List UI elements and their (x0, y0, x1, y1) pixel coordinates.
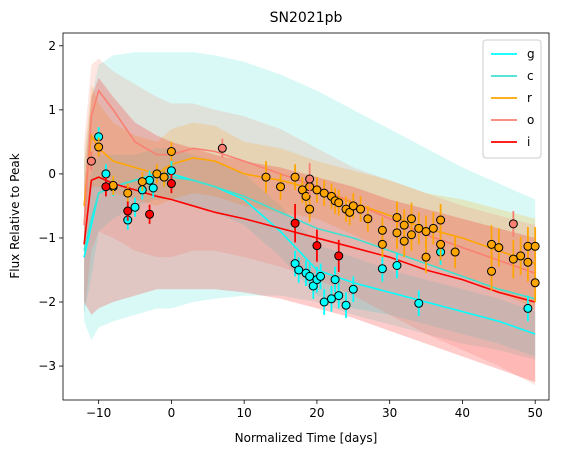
data-point (487, 239, 497, 249)
data-point (276, 182, 286, 192)
data-point (319, 297, 329, 307)
data-point (145, 175, 155, 185)
data-point (530, 241, 540, 251)
plot-layer (83, 52, 540, 386)
legend-label: i (527, 135, 530, 149)
data-point (123, 206, 133, 216)
data-point (301, 191, 311, 201)
x-tick-label: 0 (168, 406, 176, 420)
x-tick-label: 10 (237, 406, 252, 420)
x-tick-label: 40 (455, 406, 470, 420)
data-point (421, 227, 431, 237)
data-point (399, 220, 409, 230)
y-tick-label: −3 (38, 359, 56, 373)
legend-box (482, 39, 542, 159)
data-point (261, 172, 271, 182)
confidence-band (84, 77, 536, 383)
y-tick-label: −2 (38, 295, 56, 309)
x-tick-label: 30 (382, 406, 397, 420)
data-point (123, 188, 133, 198)
x-tick-label: −10 (86, 406, 111, 420)
data-point (334, 251, 344, 261)
data-point (166, 146, 176, 156)
data-point (421, 252, 431, 262)
data-point (392, 260, 402, 270)
y-axis-label: Flux Relative to Peak (8, 153, 22, 278)
data-point (316, 271, 326, 281)
data-point (148, 183, 158, 193)
data-point (217, 143, 227, 153)
data-point (348, 201, 358, 211)
data-point (414, 298, 424, 308)
data-point (436, 215, 446, 225)
data-point (508, 219, 518, 229)
data-point (137, 177, 147, 187)
data-point (406, 214, 416, 224)
data-point (341, 300, 351, 310)
data-point (523, 257, 533, 267)
data-point (166, 179, 176, 189)
data-point (363, 214, 373, 224)
data-point (436, 239, 446, 249)
y-tick-label: 1 (48, 103, 56, 117)
data-point (152, 169, 162, 179)
chart-title: SN2021pb (270, 10, 343, 26)
data-point (334, 291, 344, 301)
data-point (494, 243, 504, 253)
data-point (166, 166, 176, 176)
legend-label: g (527, 47, 535, 61)
data-point (305, 204, 315, 214)
data-point (508, 254, 518, 264)
data-point (414, 223, 424, 233)
data-point (428, 223, 438, 233)
data-point (101, 169, 111, 179)
x-axis-label: Normalized Time [days] (235, 431, 378, 445)
legend-label: r (527, 91, 532, 105)
data-point (392, 228, 402, 238)
legend-label: o (527, 113, 534, 127)
axes-frame (62, 32, 550, 401)
data-point (326, 294, 336, 304)
data-point (145, 209, 155, 219)
data-point (312, 241, 322, 251)
data-point (487, 266, 497, 276)
data-point (530, 278, 540, 288)
data-point (290, 218, 300, 228)
data-point (516, 251, 526, 261)
data-point (377, 239, 387, 249)
data-point (348, 284, 358, 294)
data-point (94, 142, 104, 152)
data-point (406, 230, 416, 240)
data-point (159, 172, 169, 182)
y-tick-label: −1 (38, 231, 56, 245)
data-point (294, 265, 304, 275)
data-point (312, 185, 322, 195)
data-point (377, 225, 387, 235)
data-point (399, 236, 409, 246)
legend-label: c (527, 69, 534, 83)
data-point (392, 212, 402, 222)
data-point (86, 156, 96, 166)
x-tick-label: 50 (528, 406, 543, 420)
data-point (319, 188, 329, 198)
data-point (108, 180, 118, 190)
data-point (377, 264, 387, 274)
data-point (290, 172, 300, 182)
data-point (305, 174, 315, 184)
data-point (450, 247, 460, 257)
data-point (356, 204, 366, 214)
data-point (305, 271, 315, 281)
data-point (130, 202, 140, 212)
data-point (101, 182, 111, 192)
x-tick-label: 20 (309, 406, 324, 420)
data-point (334, 198, 344, 208)
data-point (330, 275, 340, 285)
data-point (523, 303, 533, 313)
model-line (83, 88, 536, 274)
y-tick-label: 0 (48, 167, 56, 181)
y-tick-label: 2 (48, 39, 56, 53)
